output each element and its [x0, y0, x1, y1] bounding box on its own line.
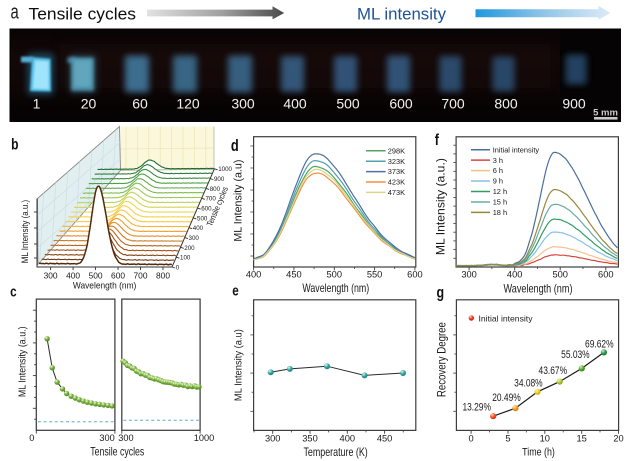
svg-text:Tensile cycles: Tensile cycles	[90, 445, 144, 459]
svg-text:550: 550	[367, 269, 383, 279]
svg-text:473K: 473K	[388, 188, 405, 197]
svg-text:g: g	[436, 284, 444, 302]
svg-text:423K: 423K	[388, 178, 405, 187]
svg-text:600: 600	[111, 271, 125, 281]
svg-text:5 mm: 5 mm	[593, 107, 618, 118]
svg-text:1: 1	[33, 96, 41, 112]
svg-text:600: 600	[201, 205, 212, 212]
svg-text:ML Intensity (a.u.): ML Intensity (a.u.)	[20, 200, 31, 263]
svg-text:300: 300	[118, 433, 133, 443]
svg-text:ML Intensity (a.u): ML Intensity (a.u)	[233, 329, 245, 401]
svg-text:500: 500	[89, 271, 103, 281]
svg-text:b: b	[11, 135, 18, 153]
svg-text:Wavelength (nm): Wavelength (nm)	[73, 280, 137, 291]
svg-text:500: 500	[552, 269, 568, 279]
svg-text:120: 120	[176, 96, 200, 112]
svg-text:34.08%: 34.08%	[514, 378, 543, 390]
svg-text:ML Intensity (a.u.): ML Intensity (a.u.)	[433, 158, 447, 255]
svg-text:300: 300	[44, 271, 58, 281]
svg-text:10: 10	[540, 434, 550, 444]
svg-text:450: 450	[377, 434, 393, 444]
svg-text:ML intensity: ML intensity	[357, 5, 447, 23]
svg-text:400: 400	[507, 269, 523, 279]
svg-text:d: d	[231, 137, 239, 155]
svg-text:43.67%: 43.67%	[539, 365, 568, 377]
svg-text:9 h: 9 h	[493, 177, 503, 186]
svg-text:500: 500	[197, 215, 208, 222]
svg-text:300: 300	[461, 269, 477, 279]
svg-text:6 h: 6 h	[493, 166, 503, 175]
svg-text:18 h: 18 h	[493, 208, 507, 217]
svg-text:100: 100	[180, 255, 191, 262]
svg-text:12 h: 12 h	[493, 187, 507, 196]
svg-text:350: 350	[302, 434, 318, 444]
svg-text:Tensile cycles: Tensile cycles	[29, 5, 137, 23]
svg-text:400: 400	[340, 434, 356, 444]
svg-text:13.29%: 13.29%	[462, 402, 491, 414]
svg-text:600: 600	[389, 96, 413, 112]
svg-text:55.03%: 55.03%	[561, 349, 590, 361]
svg-text:20: 20	[81, 96, 97, 112]
svg-text:700: 700	[441, 96, 465, 112]
svg-text:300: 300	[99, 433, 114, 443]
svg-text:ML Intensity (a.u.): ML Intensity (a.u.)	[17, 326, 28, 397]
svg-text:300: 300	[265, 434, 281, 444]
svg-text:400: 400	[193, 225, 204, 232]
svg-text:c: c	[10, 283, 17, 300]
svg-text:373K: 373K	[388, 167, 405, 176]
svg-text:900: 900	[214, 176, 225, 183]
svg-text:0: 0	[469, 434, 474, 444]
svg-text:700: 700	[134, 271, 148, 281]
svg-text:400: 400	[66, 271, 80, 281]
svg-text:0: 0	[29, 433, 34, 443]
svg-text:800: 800	[494, 96, 518, 112]
svg-text:400: 400	[246, 269, 262, 279]
svg-text:Wavelength (nm): Wavelength (nm)	[504, 283, 573, 296]
svg-text:323K: 323K	[388, 157, 405, 166]
svg-text:300: 300	[189, 235, 200, 242]
svg-text:500: 500	[336, 96, 360, 112]
svg-text:69.62%: 69.62%	[585, 339, 614, 351]
svg-text:1000: 1000	[218, 166, 232, 173]
svg-text:20: 20	[613, 434, 623, 444]
svg-text:60: 60	[132, 96, 148, 112]
svg-text:5: 5	[505, 434, 510, 444]
svg-text:600: 600	[598, 269, 614, 279]
svg-text:a: a	[10, 0, 18, 23]
svg-text:0: 0	[176, 264, 180, 271]
svg-text:298K: 298K	[388, 146, 405, 155]
svg-text:500: 500	[327, 269, 343, 279]
svg-text:Recovery Degree: Recovery Degree	[435, 322, 449, 397]
svg-text:450: 450	[286, 269, 302, 279]
svg-text:Initial intensity: Initial intensity	[479, 313, 534, 323]
svg-text:900: 900	[562, 96, 586, 112]
svg-text:Temperature (K): Temperature (K)	[303, 445, 367, 459]
svg-text:800: 800	[156, 271, 170, 281]
svg-text:200: 200	[184, 245, 195, 252]
svg-text:Wavelength (nm): Wavelength (nm)	[302, 282, 369, 295]
svg-text:Initial intensity: Initial intensity	[493, 145, 540, 154]
svg-text:400: 400	[283, 96, 307, 112]
svg-text:15: 15	[576, 434, 586, 444]
svg-text:ML Intensity (a.u): ML Intensity (a.u)	[233, 160, 245, 242]
svg-text:1000: 1000	[194, 433, 214, 443]
svg-text:300: 300	[231, 96, 255, 112]
svg-text:20.49%: 20.49%	[492, 392, 521, 404]
svg-text:Time (h): Time (h)	[522, 447, 555, 459]
svg-text:3 h: 3 h	[493, 156, 503, 165]
svg-text:e: e	[232, 282, 239, 299]
svg-text:15 h: 15 h	[493, 198, 507, 207]
svg-text:600: 600	[407, 269, 423, 279]
svg-text:700: 700	[205, 196, 216, 203]
svg-text:800: 800	[210, 186, 221, 193]
svg-text:f: f	[435, 132, 439, 150]
